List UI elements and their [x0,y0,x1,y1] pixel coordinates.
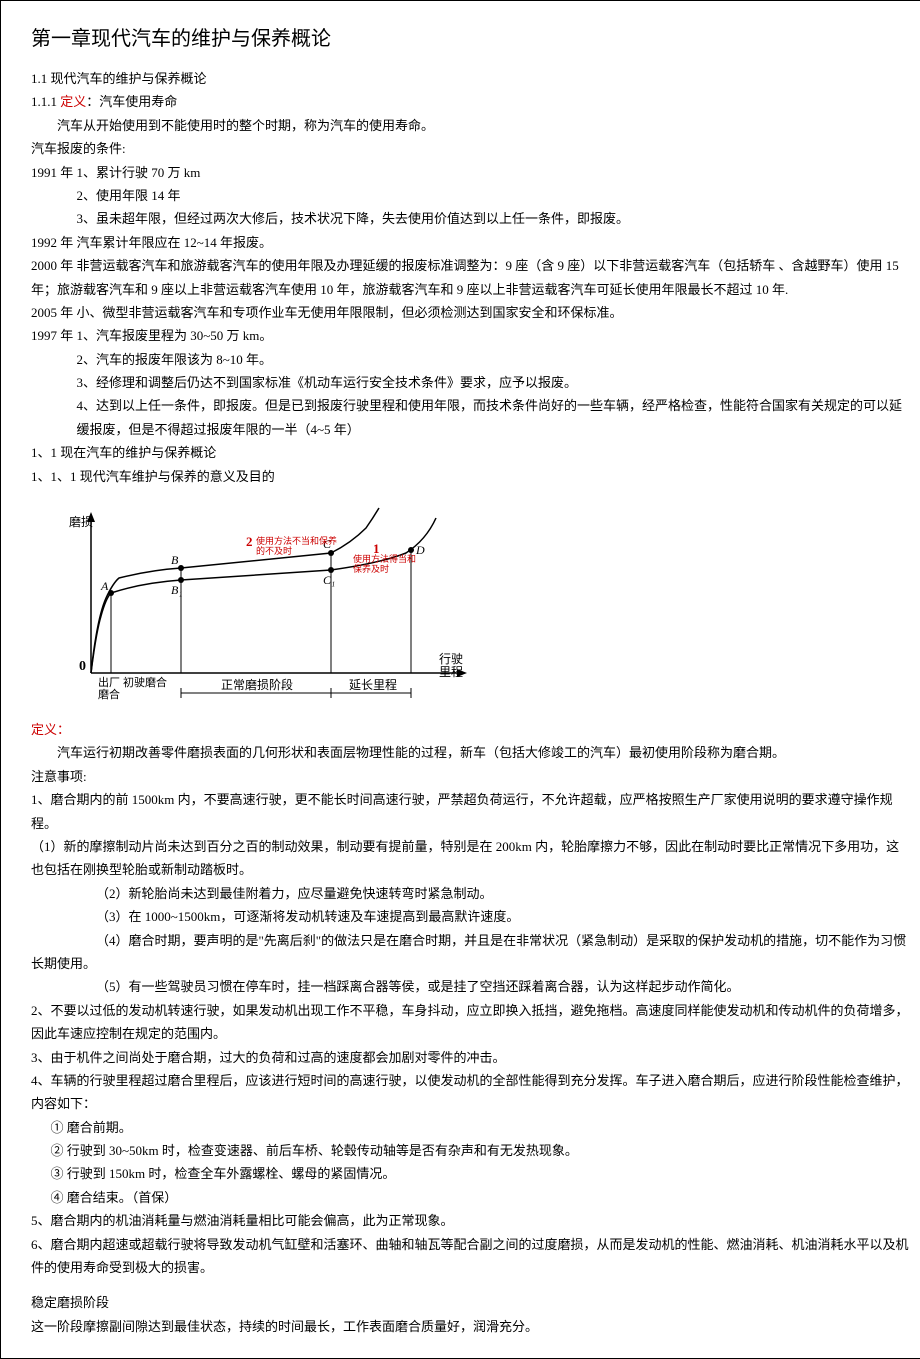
stable-wear-header: 稳定磨损阶段 [31,1291,911,1314]
pt-C1: C₁ [323,573,335,587]
section-1-1-1-rest: ：汽车使用寿命 [86,94,177,109]
section-1-1-1b: 1、1、1 现代汽车维护与保养的意义及目的 [31,465,911,488]
note-4-1: ① 磨合前期。 [31,1116,911,1139]
year-1992: 1992 年 汽车累计年限应在 12~14 年报废。 [31,231,911,254]
year-1997-line3: 3、经修理和调整后仍达不到国家标准《机动车运行安全技术条件》要求，应予以报废。 [31,371,911,394]
year-1997-line1: 1997 年 1、汽车报废里程为 30~50 万 km。 [31,324,911,347]
note-5: 5、磨合期内的机油消耗量与燃油消耗量相比可能会偏高，此为正常现象。 [31,1209,911,1232]
note-4: 4、车辆的行驶里程超过磨合里程后，应该进行短时间的高速行驶，以使发动机的全部性能… [31,1069,911,1116]
segment-normal: 正常磨损阶段 [221,677,293,692]
pt-A: A [100,579,109,593]
pt-B1: B₁ [171,583,183,597]
document-page: 第一章现代汽车的维护与保养概论 1.1 现代汽车的维护与保养概论 1.1.1 定… [0,0,920,1359]
year-1997-line4: 4、达到以上任一条件，即报废。但是已到报废行驶里程和使用年限，而技术条件尚好的一… [31,394,911,441]
note-6: 6、磨合期内超速或超载行驶将导致发动机气缸壁和活塞环、曲轴和轴瓦等配合副之间的过… [31,1233,911,1280]
definition-header: 定义： [31,718,911,741]
x-axis-label-2: 里程 [439,664,463,679]
note-4-2: ② 行驶到 30~50km 时，检查变速器、前后车桥、轮毂传动轴等是否有杂声和有… [31,1139,911,1162]
note-1-4: （4）磨合时期，要声明的是"先离后刹"的做法只是在磨合时期，并且是在非常状况（紧… [31,929,911,976]
label-2-text-b: 的不及时 [256,545,292,556]
year-1997-line2: 2、汽车的报废年限该为 8~10 年。 [31,348,911,371]
note-1-5: （5）有一些驾驶员习惯在停车时，挂一档踩离合器等侯，或是挂了空挡还踩着离合器，认… [31,975,911,998]
lifespan-paragraph: 汽车从开始使用到不能使用时的整个时期，称为汽车的使用寿命。 [31,114,911,137]
notes-header: 注意事项: [31,765,911,788]
section-1-1b: 1、1 现在汽车的维护与保养概论 [31,441,911,464]
label-1-text-b: 保养及时 [353,563,389,574]
year-1991-line2: 2、使用年限 14 年 [31,184,911,207]
label-2-num: 2 [246,534,253,549]
definition-keyword: 定义 [60,94,86,109]
note-3: 3、由于机件之间尚处于磨合期，过大的负荷和过高的速度都会加剧对零件的冲击。 [31,1046,911,1069]
note-2: 2、不要以过低的发动机转速行驶，如果发动机出现工作不平稳，车身抖动，应立即换入抵… [31,999,911,1046]
note-1-1: （1）新的摩擦制动片尚未达到百分之百的制动效果，制动要有提前量，特别是在 200… [31,835,911,882]
note-4-4: ④ 磨合结束。（首保） [31,1186,911,1209]
year-1991-line3: 3、虽未超年限，但经过两次大修后，技术状况下降，失去使用价值达到以上任一条件，即… [31,207,911,230]
scrap-conditions-header: 汽车报废的条件: [31,137,911,160]
origin-label: 0 [79,659,86,674]
label-1-text-a: 使用方法得当和 [353,553,416,564]
section-1-1: 1.1 现代汽车的维护与保养概论 [31,67,911,90]
note-4-3: ③ 行驶到 150km 时，检查全车外露螺栓、螺母的紧固情况。 [31,1162,911,1185]
label-2-text-a: 使用方法不当和保养 [256,535,337,546]
x-tick-1b: 磨合 [98,687,120,701]
section-1-1-1-prefix: 1.1.1 [31,94,60,109]
y-axis-label: 磨损 [69,515,93,529]
year-1991-line1: 1991 年 1、累计行驶 70 万 km [31,161,911,184]
section-1-1-1: 1.1.1 定义：汽车使用寿命 [31,90,911,113]
segment-extended: 延长里程 [349,677,397,692]
x-tick-2: 初驶磨合 [123,675,167,689]
note-1-2: （2）新轮胎尚未达到最佳附着力，应尽量避免快速转弯时紧急制动。 [31,882,911,905]
pt-D: D [415,543,425,557]
stable-wear-body: 这一阶段摩擦副间隙达到最佳状态，持续的时间最长，工作表面磨合质量好，润滑充分。 [31,1315,911,1338]
x-tick-1: 出厂 [98,675,120,689]
definition-body: 汽车运行初期改善零件磨损表面的几何形状和表面层物理性能的过程，新车（包括大修竣工… [31,741,911,764]
x-axis-label-1: 行驶 [439,651,463,666]
wear-curve-chart: 磨损 行驶 里程 0 出厂 磨合 初驶磨合 正常磨损阶段 延长里程 [51,498,491,708]
note-1-3: （3）在 1000~1500km，可逐渐将发动机转速及车速提高到最高默许速度。 [31,905,911,928]
year-2000: 2000 年 非营运载客汽车和旅游载客汽车的使用年限及办理延缓的报废标准调整为：… [31,254,911,301]
chapter-title: 第一章现代汽车的维护与保养概论 [31,21,911,57]
year-2005: 2005 年 小、微型非营运载客汽车和专项作业车无使用年限限制，但必须检测达到国… [31,301,911,324]
pt-B: B [171,553,179,567]
note-1: 1、磨合期内的前 1500km 内，不要高速行驶，更不能长时间高速行驶，严禁超负… [31,788,911,835]
